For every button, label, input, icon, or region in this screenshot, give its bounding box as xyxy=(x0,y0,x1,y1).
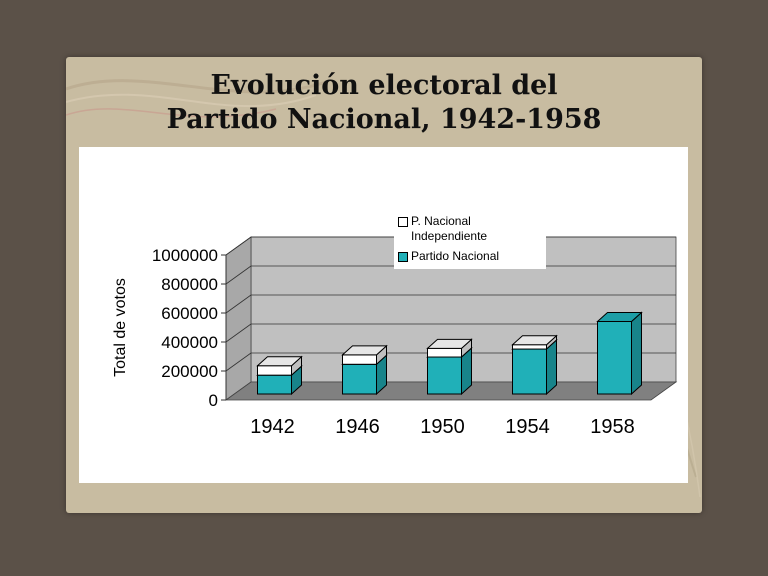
x-tick-label: 1946 xyxy=(335,416,380,438)
bar-nacional-1958-side xyxy=(631,311,642,396)
bar-nacional-1946-front xyxy=(342,363,377,395)
bar-nacional-1958-front xyxy=(597,321,632,395)
y-tick-label: 1000000 xyxy=(152,246,218,265)
y-tick-label: 800000 xyxy=(161,275,218,294)
gridline-side xyxy=(225,352,252,372)
bar-independiente-1946-front xyxy=(342,354,377,365)
chart-panel: 0 200000 400000 600000 800000 1000000 Total de… xyxy=(79,147,688,483)
bar-independiente-1954-front xyxy=(512,344,547,350)
bar-independiente-1954-top xyxy=(511,335,558,346)
legend-label-nacional: Partido Nacional xyxy=(411,249,500,263)
y-tick-label: 0 xyxy=(209,391,218,410)
chart-side-wall xyxy=(225,236,252,401)
bar-nacional-1954-front xyxy=(512,348,547,395)
gridline-side xyxy=(225,294,252,314)
x-tick-label: 1954 xyxy=(505,416,550,438)
legend-swatch-nacional xyxy=(398,252,408,262)
bar-independiente-1942-top xyxy=(256,356,303,367)
legend-swatch-independiente xyxy=(398,217,408,227)
x-tick-label: 1958 xyxy=(590,416,635,438)
bar-independiente-1942-front xyxy=(257,365,292,376)
y-tick-label: 600000 xyxy=(161,304,218,323)
gridline-side xyxy=(225,236,252,256)
x-tick-label: 1942 xyxy=(250,416,295,438)
bar-independiente-1946-top xyxy=(341,345,388,356)
bar-nacional-1950-front xyxy=(427,356,462,395)
slide: Evolución electoral del Partido Nacional… xyxy=(66,57,702,513)
bar-nacional-1958-top xyxy=(596,312,643,322)
slide-title-line-1: Evolución electoral del xyxy=(210,70,558,101)
slide-title-line-2: Partido Nacional, 1942-1958 xyxy=(166,104,602,135)
bar-independiente-1950-top xyxy=(426,338,473,349)
x-tick-label: 1950 xyxy=(420,416,465,438)
legend-label-independiente: P. Nacional Independiente xyxy=(411,214,488,243)
bar-nacional-1942-front xyxy=(257,374,292,395)
bar-chart: 0 200000 400000 600000 800000 1000000 Total de… xyxy=(112,236,678,438)
slide-title: Evolución electoral del Partido Nacional… xyxy=(66,69,702,137)
gridline-side xyxy=(225,323,252,343)
chart-legend: P. Nacional Independiente Partido Nacion… xyxy=(394,211,546,269)
y-axis-title: Total de votos xyxy=(112,278,129,377)
y-tick-label: 400000 xyxy=(161,333,218,352)
bar-independiente-1950-front xyxy=(427,347,462,358)
y-tick-label: 200000 xyxy=(161,362,218,381)
gridline-side xyxy=(225,265,252,285)
